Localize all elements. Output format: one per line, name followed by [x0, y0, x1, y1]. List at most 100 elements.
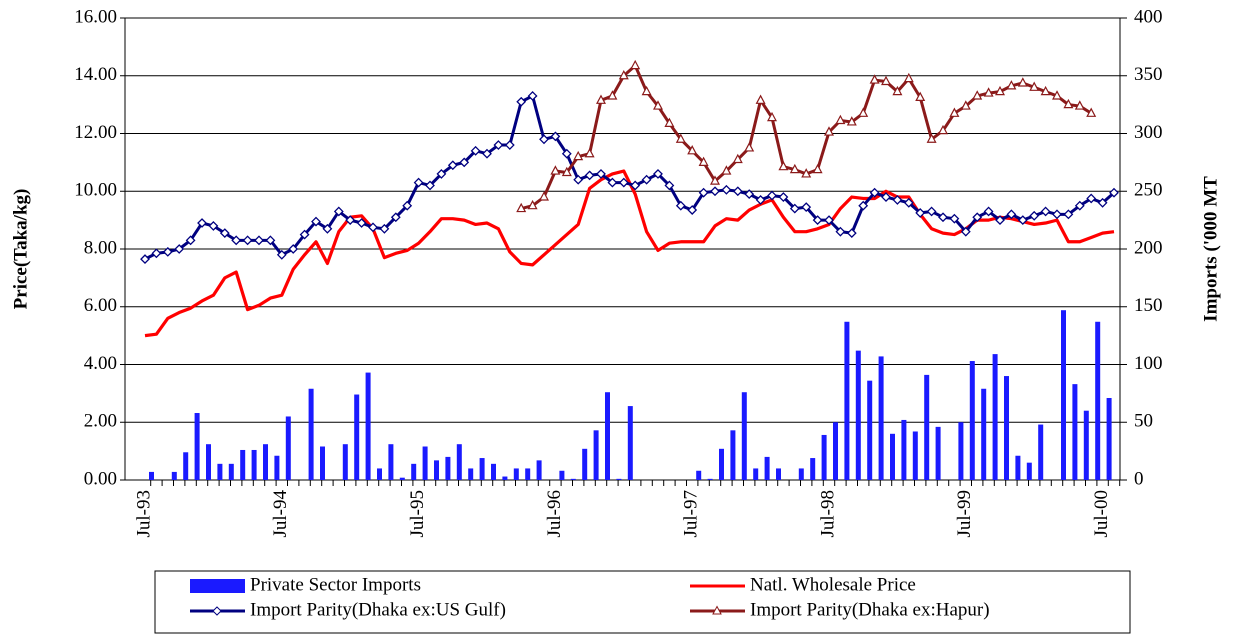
marker — [915, 207, 926, 218]
legend-marker — [712, 605, 722, 615]
marker — [311, 216, 321, 227]
marker — [402, 200, 413, 211]
bar — [354, 394, 360, 480]
bar — [730, 430, 736, 480]
marker — [949, 213, 960, 224]
marker — [858, 200, 869, 211]
marker — [322, 223, 333, 234]
marker — [630, 59, 641, 70]
bar — [171, 471, 177, 480]
y-tick-label: 12.00 — [74, 122, 117, 143]
marker — [801, 168, 812, 178]
y-tick-label: 8.00 — [84, 237, 117, 258]
y2-tick-label: 150 — [1134, 295, 1163, 316]
marker — [744, 142, 755, 152]
marker — [1052, 209, 1062, 220]
marker — [436, 169, 447, 179]
bar — [456, 444, 462, 480]
bar — [1026, 462, 1032, 480]
marker — [1006, 80, 1017, 90]
line — [520, 64, 1093, 211]
marker — [550, 165, 561, 175]
bar — [570, 478, 576, 480]
marker — [938, 124, 948, 135]
marker — [550, 131, 561, 142]
marker — [995, 85, 1005, 96]
bar — [890, 433, 895, 480]
marker — [858, 107, 869, 117]
y-tick-label: 10.00 — [74, 180, 117, 201]
marker — [242, 235, 253, 246]
x-tick-label: Jul-99 — [954, 490, 975, 538]
bar — [969, 361, 975, 480]
bar — [320, 446, 325, 480]
bar — [1095, 321, 1101, 480]
marker — [664, 117, 675, 127]
marker — [447, 160, 458, 171]
marker — [755, 94, 766, 104]
marker — [539, 134, 549, 145]
bar — [776, 468, 781, 480]
marker — [573, 150, 584, 161]
marker — [140, 254, 150, 265]
marker — [276, 249, 287, 260]
marker — [938, 212, 948, 223]
marker — [675, 200, 686, 211]
bar — [764, 456, 770, 480]
line — [144, 169, 1115, 338]
bar — [867, 380, 873, 480]
marker — [892, 85, 903, 96]
marker — [1086, 107, 1097, 117]
bar — [935, 426, 941, 480]
x-tick-label: Jul-95 — [407, 490, 428, 538]
bar — [912, 431, 918, 480]
bar — [821, 434, 827, 480]
marker — [1109, 187, 1119, 198]
marker — [493, 140, 504, 150]
marker — [846, 116, 857, 126]
marker — [1017, 215, 1028, 226]
marker — [197, 218, 207, 228]
bar — [251, 449, 257, 480]
marker — [926, 206, 937, 217]
bar — [468, 468, 474, 480]
marker — [1040, 206, 1051, 217]
bar — [285, 416, 291, 480]
bar — [274, 455, 280, 480]
bar — [924, 374, 930, 480]
y2-axis-title: Imports ('000 MT — [1200, 176, 1221, 322]
bar — [559, 470, 565, 480]
marker — [162, 246, 173, 257]
marker — [390, 212, 401, 223]
marker — [1063, 209, 1074, 220]
legend-label: Import Parity(Dhaka ex:Hapur) — [750, 599, 990, 620]
marker — [630, 180, 641, 191]
y2-tick-label: 300 — [1134, 122, 1163, 143]
legend-swatch — [190, 579, 245, 593]
marker — [584, 147, 595, 158]
bar — [1072, 384, 1078, 480]
y-axis-title: Price(Taka/kg) — [10, 189, 31, 310]
marker — [698, 187, 709, 198]
marker — [721, 165, 732, 175]
marker — [744, 189, 755, 200]
legend-label: Natl. Wholesale Price — [750, 574, 916, 595]
marker — [687, 145, 698, 155]
bar — [582, 448, 588, 480]
marker — [641, 174, 652, 185]
marker — [687, 205, 698, 215]
marker — [1074, 100, 1085, 110]
bar — [422, 446, 428, 480]
x-tick-label: Jul-00 — [1091, 490, 1112, 538]
x-tick-label: Jul-96 — [544, 490, 565, 538]
bar — [149, 471, 154, 480]
marker — [789, 163, 800, 174]
bar — [855, 350, 861, 480]
bar — [536, 460, 542, 480]
bar — [434, 460, 439, 480]
bar — [206, 444, 211, 480]
y-tick-label: 14.00 — [74, 64, 117, 85]
bar — [992, 354, 998, 480]
marker — [584, 170, 595, 181]
